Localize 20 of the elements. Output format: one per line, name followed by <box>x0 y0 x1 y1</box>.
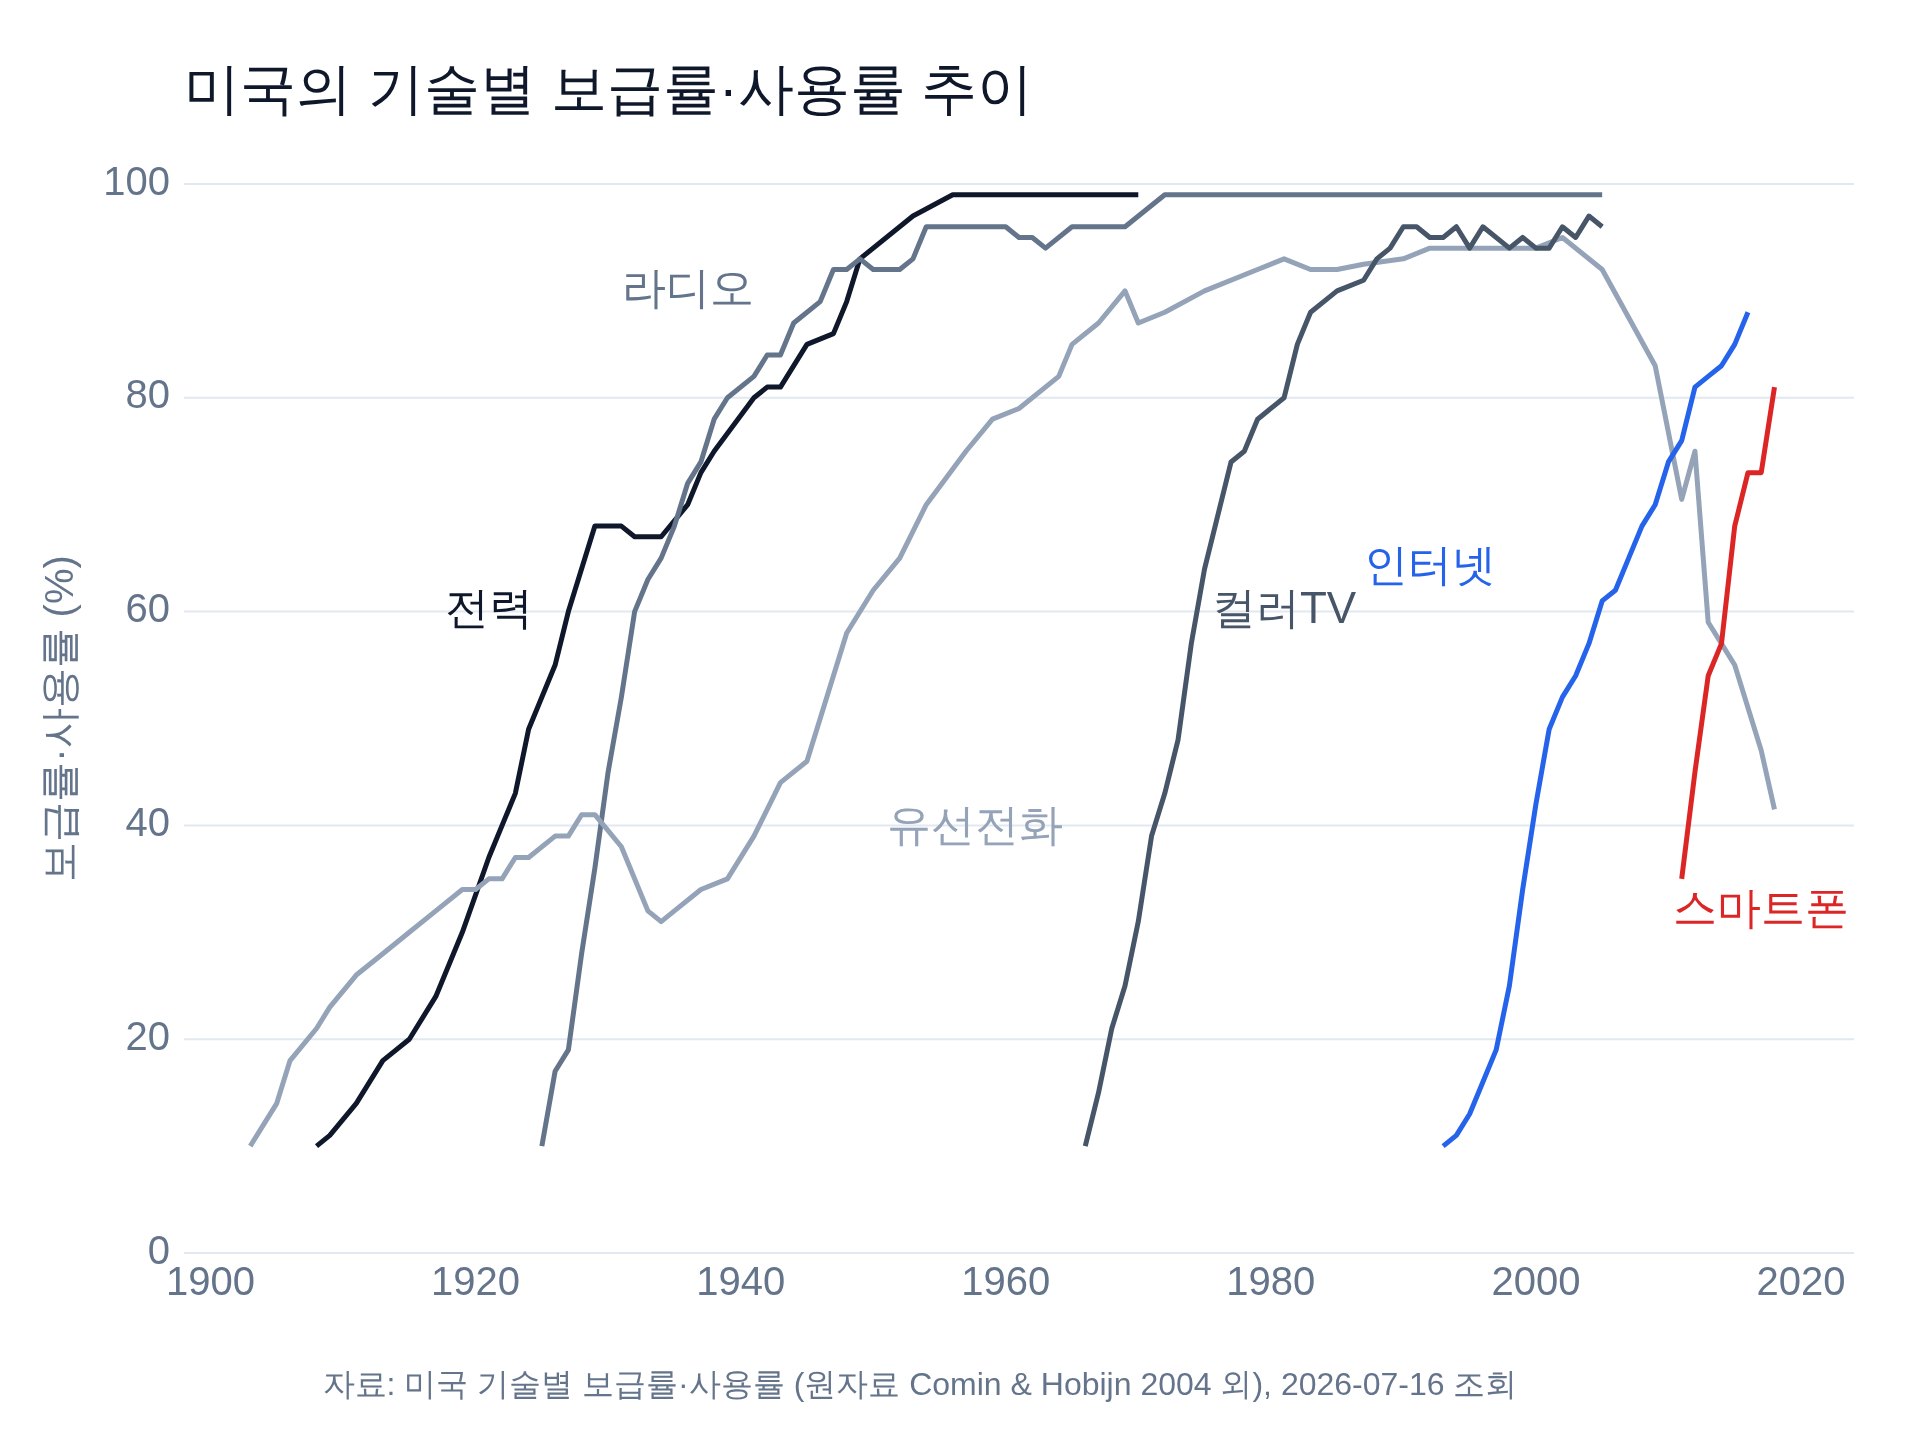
series-label: 컬러TV <box>1211 583 1357 633</box>
x-tick-label: 1960 <box>961 1259 1051 1303</box>
series-label: 스마트폰 <box>1673 882 1850 932</box>
y-tick-label: 40 <box>125 799 170 844</box>
y-axis-title: 보급률·사용률 (%) <box>36 555 81 882</box>
y-tick-label: 20 <box>125 1013 170 1058</box>
chart-title: 미국의 기술별 보급률·사용률 추이 <box>184 57 1034 120</box>
y-tick-label: 60 <box>125 586 170 631</box>
text: 인터넷 <box>1363 540 1496 590</box>
series-label: 라디오 <box>621 262 754 312</box>
x-tick-label: 2020 <box>1756 1259 1846 1303</box>
y-tick-label: 80 <box>125 372 170 417</box>
y-tick-label: 100 <box>103 158 170 203</box>
x-tick-label: 2000 <box>1491 1259 1581 1303</box>
x-tick-label: 1940 <box>696 1259 786 1303</box>
x-tick-label: 1920 <box>431 1259 521 1303</box>
x-tick-label: 1980 <box>1226 1259 1316 1303</box>
series-label: 전력 <box>444 583 533 633</box>
text: 유선전화 <box>887 800 1064 850</box>
text: 자료: 미국 기술별 보급률·사용률 (원자료 Comin & Hobijn 2004 외), 2026-07-16 조회 <box>322 1366 1518 1402</box>
